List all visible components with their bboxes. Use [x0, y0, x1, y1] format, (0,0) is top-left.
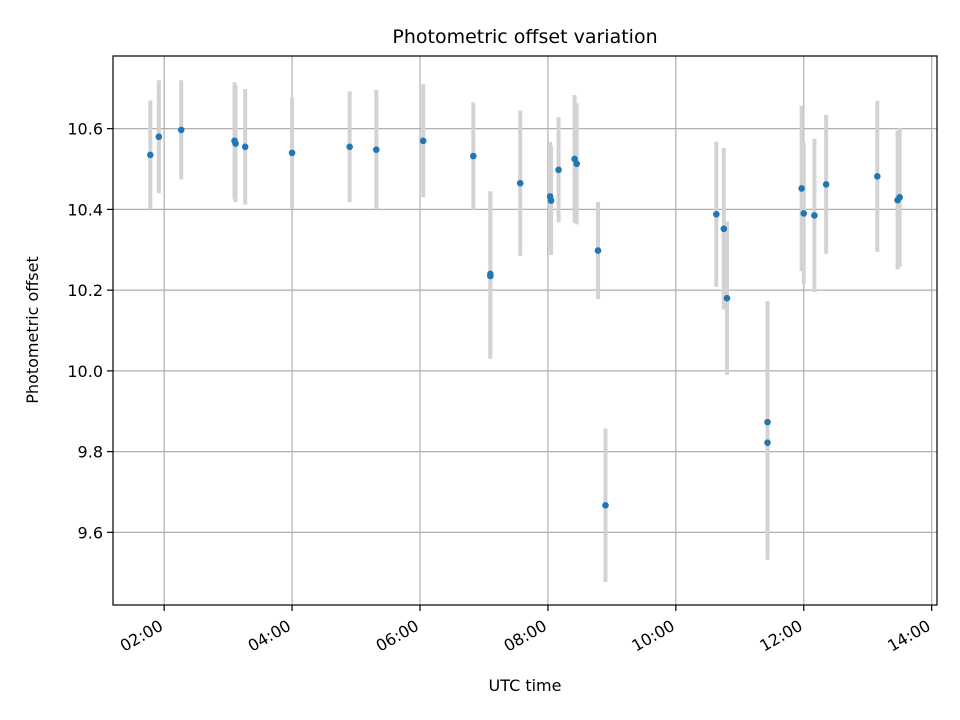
y-tick-label: 10.4	[67, 200, 103, 219]
data-point	[516, 179, 524, 187]
y-axis-title: Photometric offset	[23, 256, 42, 404]
y-tick-label: 10.2	[67, 281, 103, 300]
data-point	[288, 149, 296, 157]
y-tick-label: 9.8	[78, 443, 103, 462]
data-point	[573, 160, 580, 168]
data-point	[547, 197, 555, 204]
data-point	[798, 185, 805, 192]
y-tick-layer: 9.6 9.8 10.0 10.2 10.4 10.6	[67, 120, 113, 542]
data-point	[720, 225, 728, 233]
data-point	[896, 193, 903, 201]
plot-frame	[112, 55, 938, 606]
data-point	[800, 210, 808, 217]
y-tick-label: 9.6	[78, 523, 103, 542]
data-point	[155, 133, 163, 141]
data-point	[346, 143, 353, 151]
data-point	[811, 212, 818, 219]
data-point	[372, 146, 380, 153]
data-point	[822, 181, 830, 188]
data-point	[594, 247, 602, 254]
data-point	[177, 126, 185, 134]
data-point	[874, 172, 881, 180]
data-point	[232, 140, 239, 147]
data-point	[241, 143, 249, 151]
data-point	[713, 210, 720, 218]
data-point	[487, 272, 494, 280]
y-tick-label: 10.6	[67, 120, 103, 139]
data-point	[555, 166, 562, 174]
data-point	[419, 137, 427, 145]
data-point	[723, 294, 731, 302]
y-tick-label: 10.0	[67, 362, 103, 381]
chart-title: Photometric offset variation	[392, 26, 657, 48]
data-point	[147, 151, 154, 159]
data-point	[764, 418, 771, 426]
data-point	[602, 501, 609, 509]
data-point	[470, 152, 477, 160]
data-point	[764, 439, 771, 447]
x-axis-title: UTC time	[489, 676, 562, 695]
point-layer	[147, 126, 903, 509]
